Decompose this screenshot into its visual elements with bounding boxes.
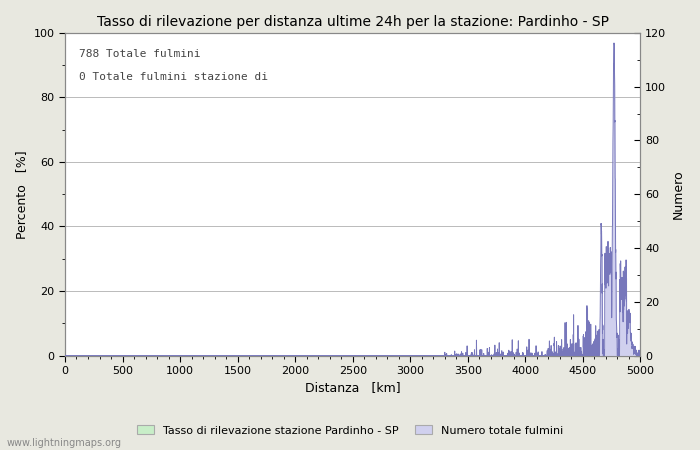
Legend: Tasso di rilevazione stazione Pardinho - SP, Numero totale fulmini: Tasso di rilevazione stazione Pardinho -… bbox=[133, 421, 567, 440]
Y-axis label: Numero: Numero bbox=[672, 169, 685, 219]
Text: www.lightningmaps.org: www.lightningmaps.org bbox=[7, 438, 122, 448]
Text: 788 Totale fulmini: 788 Totale fulmini bbox=[79, 49, 201, 59]
Text: 0 Totale fulmini stazione di: 0 Totale fulmini stazione di bbox=[79, 72, 268, 81]
X-axis label: Distanza   [km]: Distanza [km] bbox=[305, 382, 400, 395]
Title: Tasso di rilevazione per distanza ultime 24h per la stazione: Pardinho - SP: Tasso di rilevazione per distanza ultime… bbox=[97, 15, 609, 29]
Y-axis label: Percento   [%]: Percento [%] bbox=[15, 150, 28, 238]
